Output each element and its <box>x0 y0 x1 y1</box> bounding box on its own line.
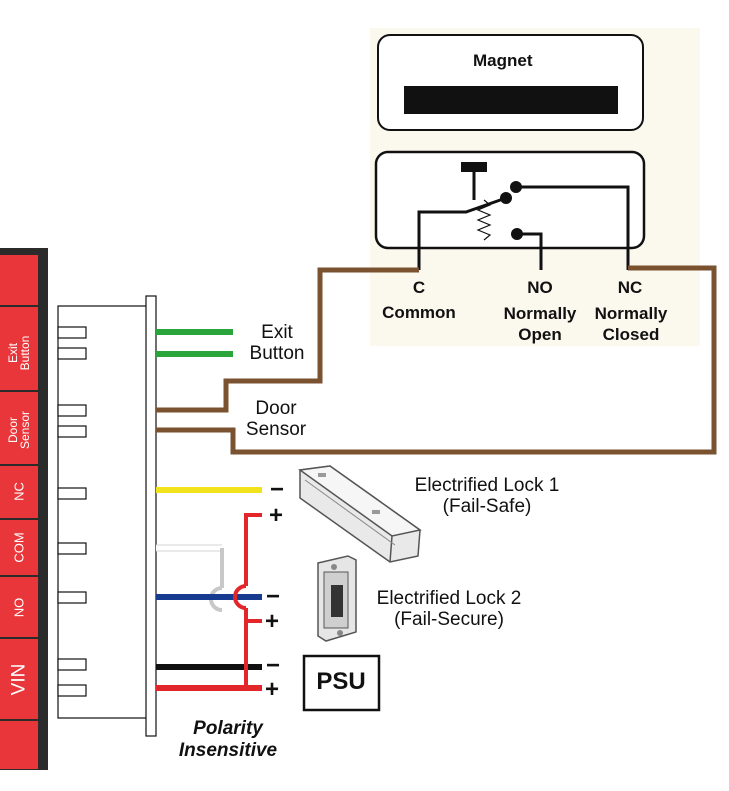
terminal-label-com-text: COM <box>11 532 27 563</box>
connector-plug <box>145 295 157 737</box>
contact-no-desc: Normally Open <box>503 304 577 344</box>
psu-box <box>302 654 381 712</box>
lock1-minus-mark: − <box>270 476 285 503</box>
terminal-label-exit-button: Exit Button <box>6 333 32 373</box>
terminal-label-no-text: NO <box>11 597 27 618</box>
nc-contact-wire <box>516 185 630 270</box>
terminal-section-no <box>0 577 38 637</box>
terminal-section-exit-button <box>0 307 38 390</box>
exit-button-label: Exit Button <box>249 322 305 364</box>
contact-nc-desc: Normally Closed <box>594 304 668 344</box>
contact-c-desc: Common <box>382 303 456 322</box>
terminal-label-vin-text: VIN <box>8 663 30 696</box>
lock1-plus-mark: + <box>269 502 284 529</box>
psu-minus-mark: − <box>266 652 281 679</box>
terminal-label-nc: NC <box>11 472 27 512</box>
reed-switch-actuator <box>461 162 487 172</box>
terminal-label-door-sensor: Door Sensor <box>6 410 32 450</box>
terminal-section-vin <box>0 639 38 719</box>
contact-no-code: NO <box>527 278 553 297</box>
psu-plus-mark: + <box>265 676 280 703</box>
lock1-label: Electrified Lock 1 (Fail-Safe) <box>414 475 560 517</box>
lock2-minus-mark: − <box>266 583 281 610</box>
positive-bus-wire <box>244 513 262 586</box>
connector-housing <box>57 305 155 719</box>
polarity-insensitive-note: Polarity Insensitive <box>178 718 278 761</box>
electrified-lock-1-image <box>298 465 422 563</box>
terminal-label-com: COM <box>11 528 27 568</box>
terminal-section-nc <box>0 466 38 518</box>
terminal-label-exit-button-text: Exit Button <box>6 335 32 371</box>
door-sensor-wire-common <box>156 267 419 413</box>
terminal-pins <box>57 326 87 697</box>
no-contact-wire <box>517 232 543 270</box>
terminal-section-com <box>0 520 38 575</box>
lock2-plus-mark: + <box>265 608 280 635</box>
terminal-label-nc-text: NC <box>11 482 27 501</box>
terminal-label-vin: VIN <box>8 660 30 700</box>
terminal-label-no: NO <box>11 588 27 628</box>
magnet-bar <box>404 86 618 114</box>
terminal-section-door-sensor <box>0 392 38 464</box>
psu-label: PSU <box>316 668 366 695</box>
common-contact-arm <box>417 196 507 270</box>
lock2-label: Electrified Lock 2 (Fail-Secure) <box>376 588 522 630</box>
door-sensor-label: Door Sensor <box>245 398 307 440</box>
magnet-label: Magnet <box>473 51 533 70</box>
magnet-box <box>377 34 644 131</box>
contact-c-code: C <box>412 278 426 297</box>
electrified-lock-2-image <box>317 555 357 642</box>
terminal-label-door-sensor-text: Door Sensor <box>6 410 32 450</box>
spring-symbol <box>476 199 492 241</box>
contact-nc-code: NC <box>617 278 643 297</box>
door-sensor-wire-nc <box>156 265 717 455</box>
